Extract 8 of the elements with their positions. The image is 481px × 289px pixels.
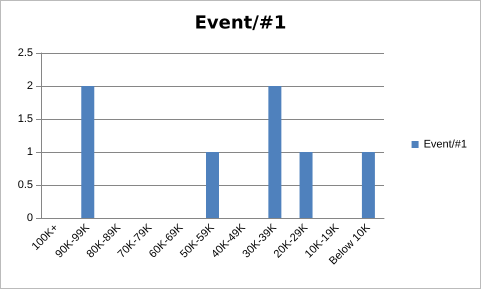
chart-title: Event/#1	[194, 12, 286, 34]
y-tick-label: 2	[26, 80, 33, 92]
y-tick-label: 0.5	[18, 179, 33, 191]
y-tick-label: 1	[26, 146, 33, 158]
y-tick-label: 1.5	[18, 113, 33, 125]
legend-label: Event/#1	[424, 138, 467, 150]
y-tick-label: 0	[26, 212, 33, 224]
y-tick-label: 2.5	[18, 47, 33, 59]
